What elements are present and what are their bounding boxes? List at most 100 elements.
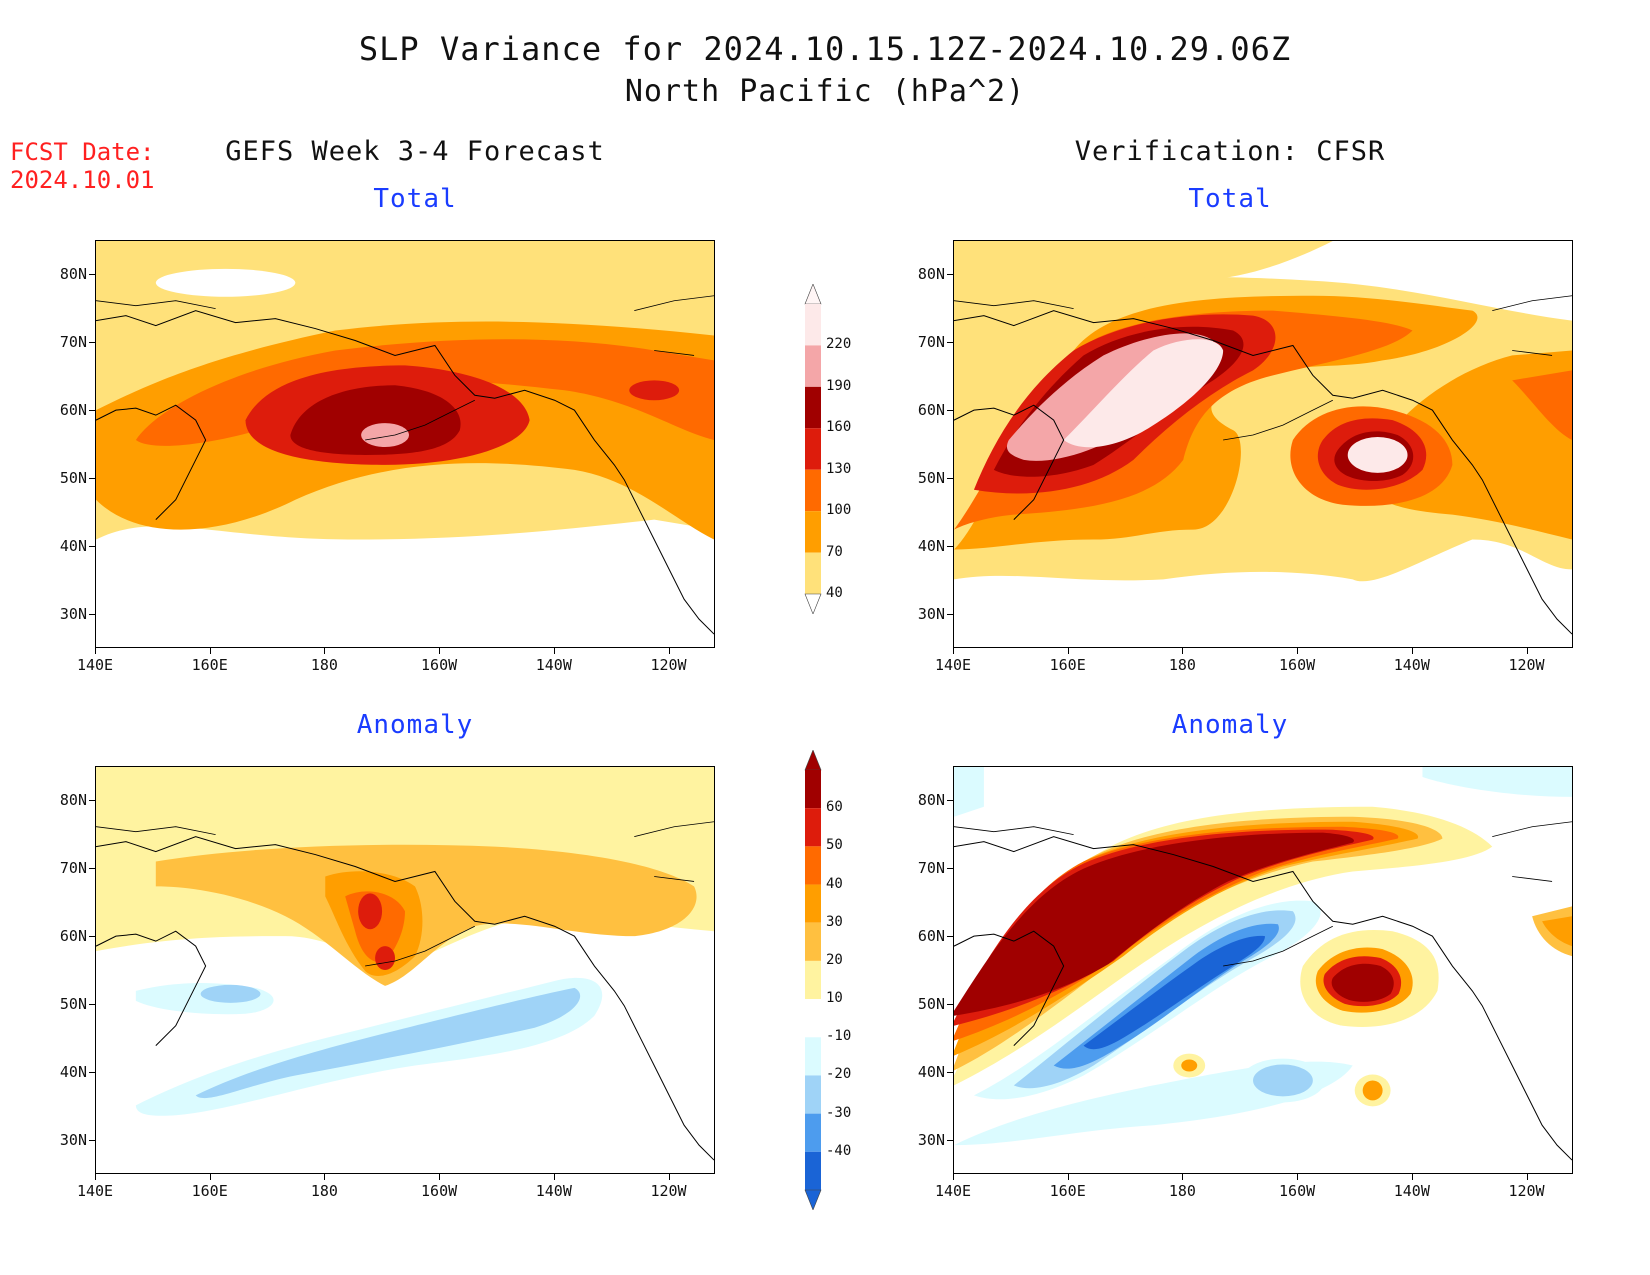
lat-tick: [89, 410, 95, 411]
lon-tick: [1411, 648, 1413, 654]
lat-tick: [89, 868, 95, 869]
lon-label: 180: [1168, 656, 1196, 674]
colorbar-swatch: [805, 1075, 821, 1114]
lat-tick: [89, 936, 95, 937]
lon-tick: [324, 648, 326, 654]
lon-label: 160E: [1049, 1182, 1086, 1200]
lon-label: 140E: [76, 656, 114, 674]
colorbar-anomaly-label: -10: [826, 1028, 852, 1045]
lat-label: 30N: [917, 1131, 945, 1149]
left-column-title: GEFS Week 3-4 Forecast: [225, 136, 605, 167]
lon-label: 120W: [1508, 656, 1545, 674]
lon-tick: [1526, 1174, 1528, 1180]
lat-tick: [89, 342, 95, 343]
lon-label: 120W: [1508, 1182, 1545, 1200]
colorbar-swatch: [805, 999, 821, 1038]
lon-tick: [439, 648, 441, 654]
colorbar-anomaly-label: 50: [826, 837, 843, 854]
colorbar-anomaly-label: 40: [826, 875, 843, 892]
lat-label: 80N: [917, 265, 945, 283]
colorbar-total-label: 220: [826, 336, 852, 353]
lon-label: 180: [1168, 1182, 1196, 1200]
colorbar-total-swatches: [804, 284, 822, 614]
lon-tick: [95, 1174, 96, 1180]
colorbar-total: 220 190 160 130 100 70 40: [800, 284, 880, 614]
lon-tick: [668, 648, 670, 654]
colorbar-anomaly-label: 60: [826, 799, 843, 816]
lat-tick: [89, 546, 95, 547]
lat-label: 70N: [917, 859, 945, 877]
colorbar-swatch: [805, 511, 821, 553]
lon-label: 140W: [1393, 656, 1430, 674]
lat-tick: [947, 614, 953, 615]
right-column-title: Verification: CFSR: [1074, 136, 1386, 167]
lat-label: 70N: [59, 333, 87, 351]
lat-tick: [947, 1072, 953, 1073]
colorbar-swatch: [805, 960, 821, 1000]
colorbar-swatch: [805, 1037, 821, 1076]
lat-label: 50N: [59, 469, 87, 487]
lat-label: 70N: [59, 859, 87, 877]
lat-tick: [947, 342, 953, 343]
lon-label: 120W: [650, 1182, 687, 1200]
lat-tick: [89, 1004, 95, 1005]
colorbar-swatch: [805, 770, 821, 809]
lon-label: 120W: [650, 656, 687, 674]
lat-label: 40N: [59, 537, 87, 555]
colorbar-top-arrow: [804, 750, 822, 771]
lon-label: 180: [310, 1182, 338, 1200]
colorbar-swatch: [805, 1151, 821, 1190]
forecast-date-label: FCST Date:: [10, 138, 155, 166]
lon-tick: [553, 648, 555, 654]
forecast-date-value: 2024.10.01: [10, 166, 155, 194]
lon-tick: [1297, 1174, 1299, 1180]
lon-tick: [1411, 1174, 1413, 1180]
lon-tick: [209, 648, 211, 654]
lat-tick: [947, 1004, 953, 1005]
colorbar-total-label: 160: [826, 419, 852, 436]
colorbar-swatch: [805, 552, 821, 594]
panel-title-bottom-right: Anomaly: [1171, 710, 1289, 740]
lon-tick: [1182, 1174, 1184, 1180]
lon-label: 140W: [535, 1182, 572, 1200]
colorbar-swatch: [805, 922, 821, 961]
lat-label: 40N: [59, 1063, 87, 1081]
lat-tick: [89, 800, 95, 801]
colorbar-swatch: [805, 1113, 821, 1152]
lon-tick: [953, 1174, 954, 1180]
lat-tick: [947, 274, 953, 275]
lon-label: 160W: [421, 656, 458, 674]
lon-label: 160W: [1279, 1182, 1316, 1200]
lon-tick: [1297, 648, 1299, 654]
colorbar-top-arrow: [804, 284, 822, 305]
colorbar-anomaly-label: 20: [826, 951, 843, 968]
lon-label: 160E: [1049, 656, 1086, 674]
lon-tick: [553, 1174, 555, 1180]
colorbar-total-label: 70: [826, 543, 843, 560]
lon-tick: [1526, 648, 1528, 654]
panel-title-bottom-left: Anomaly: [356, 710, 474, 740]
lat-tick: [947, 800, 953, 801]
forecast-date: FCST Date: 2024.10.01: [10, 138, 155, 194]
lon-tick: [953, 648, 954, 654]
lat-tick: [947, 1140, 953, 1141]
lat-label: 80N: [59, 791, 87, 809]
lat-label: 50N: [917, 995, 945, 1013]
lon-tick: [439, 1174, 441, 1180]
colorbar-bottom-arrow: [804, 1189, 822, 1210]
panel-title-top-right: Total: [1188, 184, 1272, 214]
lat-tick: [89, 614, 95, 615]
colorbar-total-label: 190: [826, 377, 852, 394]
colorbar-anomaly-label: -20: [826, 1066, 852, 1083]
lat-tick: [947, 936, 953, 937]
colorbar-total-label: 100: [826, 502, 852, 519]
lon-label: 180: [310, 656, 338, 674]
colorbar-anomaly-label: -40: [826, 1142, 852, 1159]
lat-label: 80N: [59, 265, 87, 283]
lat-label: 40N: [917, 1063, 945, 1081]
map-forecast-total: [95, 240, 715, 648]
lat-label: 50N: [59, 995, 87, 1013]
lon-tick: [209, 1174, 211, 1180]
lon-tick: [95, 648, 96, 654]
lat-label: 30N: [917, 605, 945, 623]
